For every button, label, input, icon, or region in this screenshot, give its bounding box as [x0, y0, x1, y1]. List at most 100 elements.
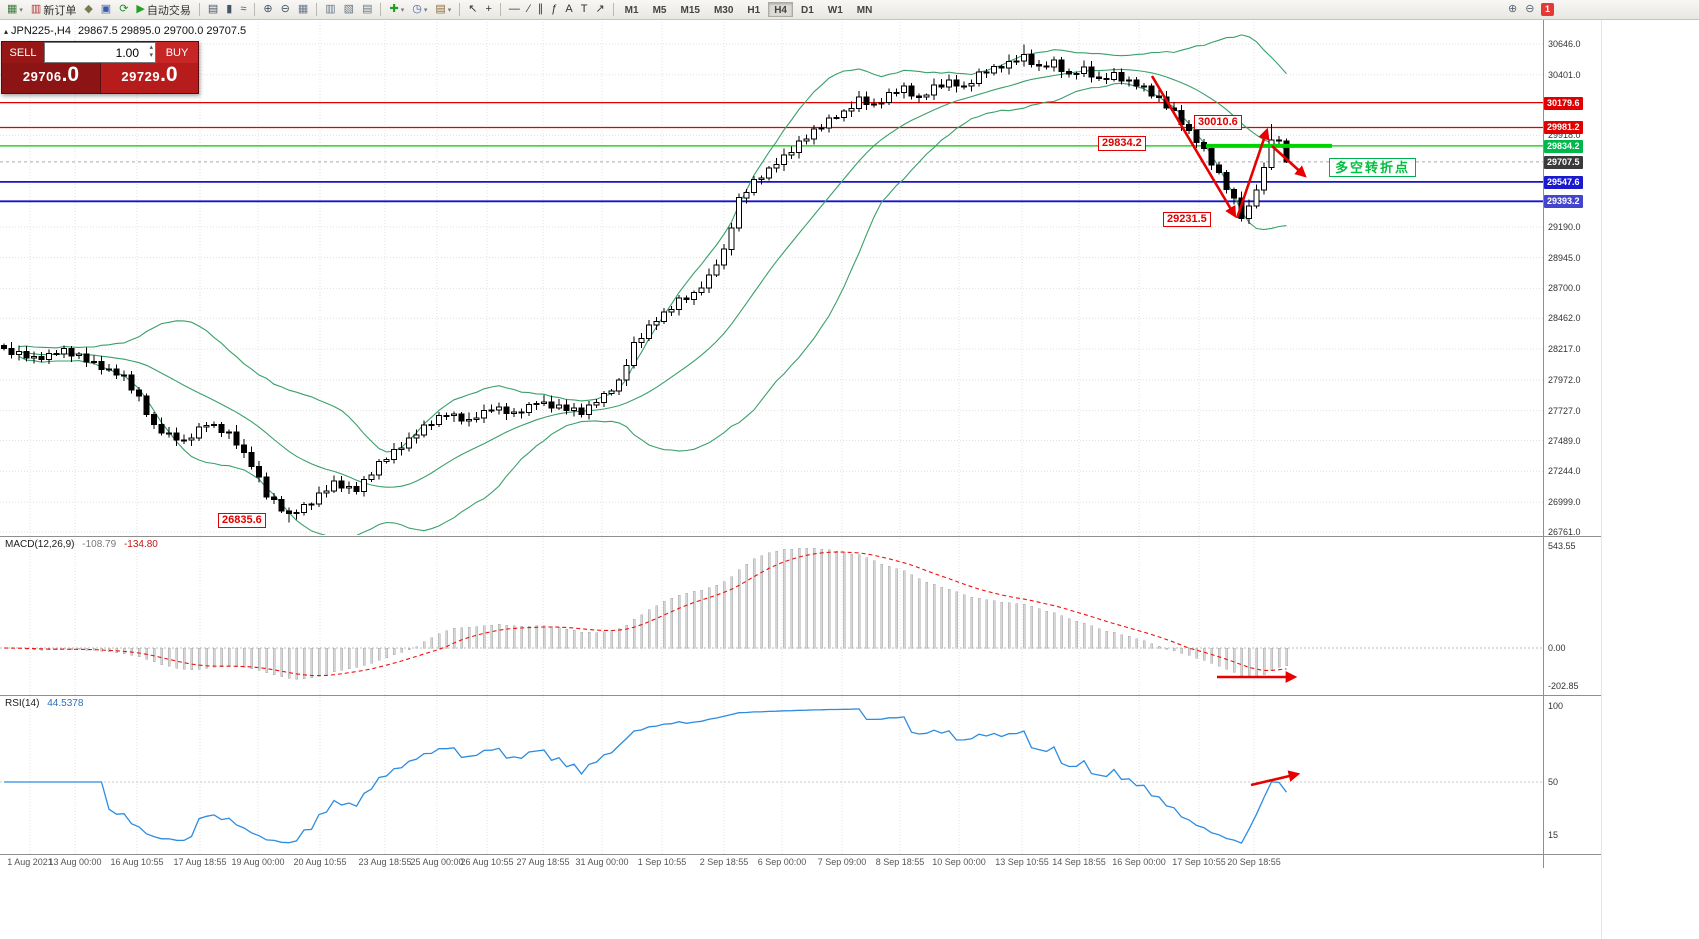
price-tag: 29393.2: [1544, 195, 1583, 208]
timeframe-w1-button[interactable]: W1: [827, 5, 843, 16]
chevron-down-icon: ▾: [447, 6, 452, 14]
rsi-value: 44.5378: [47, 698, 84, 709]
add-indicator-button[interactable]: ✚ ▾: [385, 1, 408, 18]
time-axis-label: 20 Sep 18:55: [1227, 857, 1281, 867]
toolbar-separator: [499, 3, 501, 16]
line-chart-mode-button[interactable]: ≈: [236, 1, 250, 18]
fibonacci-tool-button[interactable]: ƒ: [547, 1, 561, 18]
arrange-windows-button[interactable]: ▤: [358, 1, 376, 18]
time-axis-label: 19 Aug 00:00: [231, 857, 285, 867]
add-indicator-icon: ✚: [389, 3, 399, 15]
rsi-scale-label: 100: [1548, 701, 1564, 711]
time-axis-label: 25 Aug 00:00: [410, 857, 464, 867]
period-button[interactable]: ◷ ▾: [408, 1, 431, 18]
channel-tool-button[interactable]: ∥: [534, 1, 548, 18]
price-scale-label: 27727.0: [1548, 406, 1581, 416]
tile-windows-icon: ▥: [325, 3, 336, 15]
line-chart-mode-icon: ≈: [240, 3, 247, 15]
zoom-in-alt-icon: ⊕: [1508, 3, 1518, 15]
cursor-button[interactable]: ↖: [464, 1, 481, 18]
shapes-tool-button[interactable]: ↗: [591, 1, 608, 18]
time-axis-label: 26 Aug 10:55: [460, 857, 514, 867]
zoom-out-button[interactable]: ⊖: [277, 1, 294, 18]
chart-annotation[interactable]: 30010.6: [1194, 115, 1242, 130]
chart-window-button[interactable]: ◆: [80, 1, 96, 18]
time-axis-label: 13 Sep 10:55: [995, 857, 1049, 867]
chart-annotation[interactable]: 29834.2: [1098, 136, 1146, 151]
price-scale-label: 27489.0: [1548, 436, 1581, 446]
chart-title: ▴ JPN225-,H4 29867.5 29895.0 29700.0 29707…: [4, 25, 246, 37]
time-axis-label: 10 Sep 00:00: [932, 857, 986, 867]
chart-window-icon: ◆: [84, 3, 93, 15]
new-chart-button[interactable]: ▦ ▾: [3, 1, 27, 18]
market-watch-button[interactable]: ▣: [97, 1, 115, 18]
auto-trading-button[interactable]: ▶ 自动交易: [132, 1, 194, 18]
price-scale-label: 27972.0: [1548, 375, 1581, 385]
chart-annotation[interactable]: 多空转折点: [1329, 158, 1417, 177]
auto-trading-icon: ▶: [136, 3, 145, 15]
grid-lines: [0, 22, 1543, 854]
label-tool-button[interactable]: T: [577, 1, 592, 18]
chart-annotation[interactable]: 26835.6: [218, 513, 266, 528]
zoom-out-alt-button[interactable]: ⊖: [1521, 1, 1538, 18]
crosshair-button[interactable]: +: [481, 1, 495, 18]
price-scale-label: 28217.0: [1548, 344, 1581, 354]
volume-down-icon[interactable]: ▾: [149, 51, 153, 59]
new-chart-icon: ▦: [7, 3, 18, 15]
timeframe-m30-button[interactable]: M30: [713, 5, 734, 16]
zoom-in-button[interactable]: ⊕: [259, 1, 276, 18]
candlesticks: [1, 44, 1290, 523]
refresh-button[interactable]: ⟳: [115, 1, 132, 18]
notification-badge[interactable]: 1: [1541, 3, 1554, 16]
volume-up-icon[interactable]: ▴: [149, 44, 153, 51]
template-button[interactable]: ▤ ▾: [431, 1, 455, 18]
time-axis-label: 23 Aug 18:55: [358, 857, 412, 867]
trendline-tool-button[interactable]: ∕: [524, 1, 534, 18]
new-order-button[interactable]: ▥ 新订单: [27, 1, 80, 18]
timeframe-h1-button[interactable]: H1: [747, 5, 761, 16]
timeframe-m15-button[interactable]: M15: [680, 5, 700, 16]
buy-price[interactable]: 29729 .0: [100, 63, 198, 93]
time-axis-label: 7 Sep 09:00: [817, 857, 867, 867]
window-menu-icon[interactable]: ▴: [4, 27, 9, 36]
cascade-windows-button[interactable]: ▧: [340, 1, 358, 18]
text-tool-button[interactable]: A: [561, 1, 576, 18]
toolbar-separator: [254, 3, 256, 16]
toolbar-right-group: ⊕ ⊖: [1504, 1, 1538, 18]
time-axis-label: 14 Sep 18:55: [1052, 857, 1106, 867]
zoom-out-alt-icon: ⊖: [1525, 3, 1535, 15]
macd-name: MACD(12,26,9): [5, 539, 75, 550]
buy-button[interactable]: BUY: [156, 42, 198, 63]
drawn-arrows[interactable]: [1150, 75, 1307, 787]
price-scale-label: 26999.0: [1548, 497, 1581, 507]
price-scale-label: 28462.0: [1548, 313, 1581, 323]
horizontal-level-lines[interactable]: [0, 101, 1543, 203]
tile-windows-button[interactable]: ▥: [321, 1, 339, 18]
macd-main-value: -108.79: [82, 539, 117, 550]
timeframe-d1-button[interactable]: D1: [800, 5, 814, 16]
macd-histogram: [25, 547, 1288, 680]
time-axis-label: 1 Aug 2021: [7, 857, 53, 867]
main-toolbar: ▦ ▾ ▥ 新订单 ◆ ▣ ⟳ ▶ 自动交易 ▤ ▮ ≈ ⊕ ⊖ ▦ ▥ ▧ ▤ ✚ ▾ ◷ ▾ ▤ ▾ ↖ + ― ∕ ∥ ƒ A T ↗ M1…: [0, 0, 1699, 20]
timeframe-m5-button[interactable]: M5: [652, 5, 667, 16]
chart-annotation[interactable]: 29231.5: [1163, 212, 1211, 227]
timeframe-m1-button[interactable]: M1: [624, 5, 639, 16]
chevron-down-icon: ▾: [423, 6, 428, 14]
grid-button[interactable]: ▦: [294, 1, 312, 18]
candle-chart-mode-button[interactable]: ▮: [222, 1, 236, 18]
hline-tool-button[interactable]: ―: [505, 1, 524, 18]
timeframe-mn-button[interactable]: MN: [856, 5, 873, 16]
chevron-down-icon: ▾: [19, 6, 23, 14]
sell-price[interactable]: 29706 .0: [2, 63, 100, 93]
bar-chart-mode-button[interactable]: ▤: [204, 1, 222, 18]
price-scale-label: 28945.0: [1548, 253, 1581, 263]
macd-signal-line: [3, 551, 1287, 677]
price-scale-label: 30646.0: [1548, 39, 1581, 49]
bar-chart-mode-icon: ▤: [207, 3, 219, 15]
sell-button[interactable]: SELL: [2, 42, 44, 63]
timeframe-h4-button[interactable]: H4: [768, 2, 793, 17]
zoom-in-alt-button[interactable]: ⊕: [1504, 1, 1521, 18]
volume-input[interactable]: 1.00 ▴ ▾: [44, 42, 156, 63]
toolbar-separator: [380, 3, 382, 16]
